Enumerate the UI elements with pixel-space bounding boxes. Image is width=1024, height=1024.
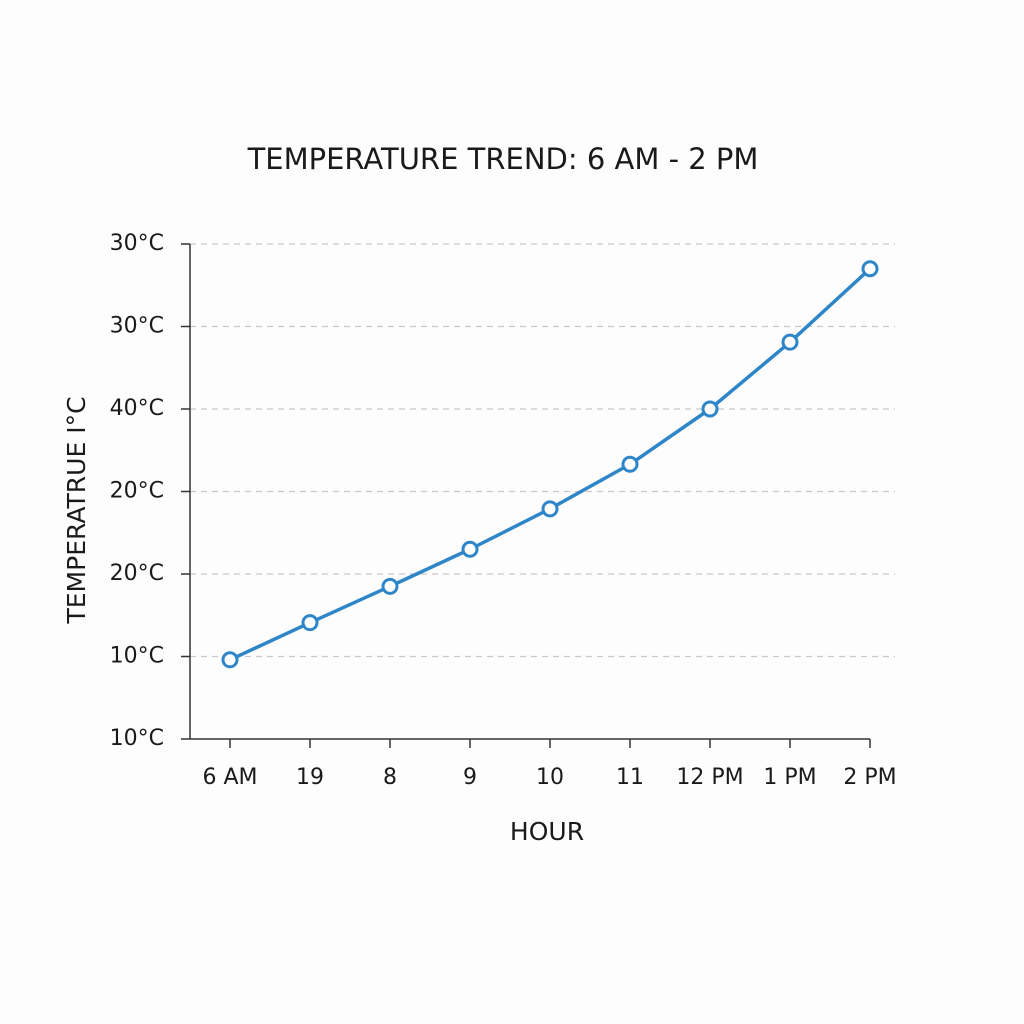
y-axis-label: TEMPERATRUE I°C <box>62 396 91 624</box>
data-point <box>701 400 719 418</box>
data-point <box>221 651 239 669</box>
x-tick-label: 1 PM <box>763 765 816 790</box>
x-tick-label: 2 PM <box>843 765 896 790</box>
x-axis-label: HOUR <box>510 817 584 846</box>
data-point <box>781 333 799 351</box>
data-line <box>229 267 872 662</box>
x-tick-label: 12 PM <box>676 765 743 790</box>
y-tick-label: 30°C <box>110 231 164 256</box>
data-point <box>541 500 559 518</box>
y-tick-label: 10°C <box>110 726 164 751</box>
y-tick-label: 20°C <box>110 561 164 586</box>
data-point <box>861 260 879 278</box>
data-point <box>301 614 319 632</box>
x-tick-label: 11 <box>616 765 644 790</box>
x-tick-label: 10 <box>536 765 564 790</box>
y-tick-label: 30°C <box>110 314 164 339</box>
data-point <box>381 577 399 595</box>
chart-title: TEMPERATURE TREND: 6 AM - 2 PM <box>247 142 759 176</box>
x-tick-label: 19 <box>296 765 324 790</box>
y-tick-label: 40°C <box>110 396 164 421</box>
y-tick-label: 20°C <box>110 479 164 504</box>
data-point <box>621 455 639 473</box>
y-tick-label: 10°C <box>110 644 164 669</box>
x-tick-label: 6 AM <box>202 765 257 790</box>
data-point <box>461 540 479 558</box>
x-tick-label: 8 <box>383 765 397 790</box>
x-tick-label: 9 <box>463 765 477 790</box>
